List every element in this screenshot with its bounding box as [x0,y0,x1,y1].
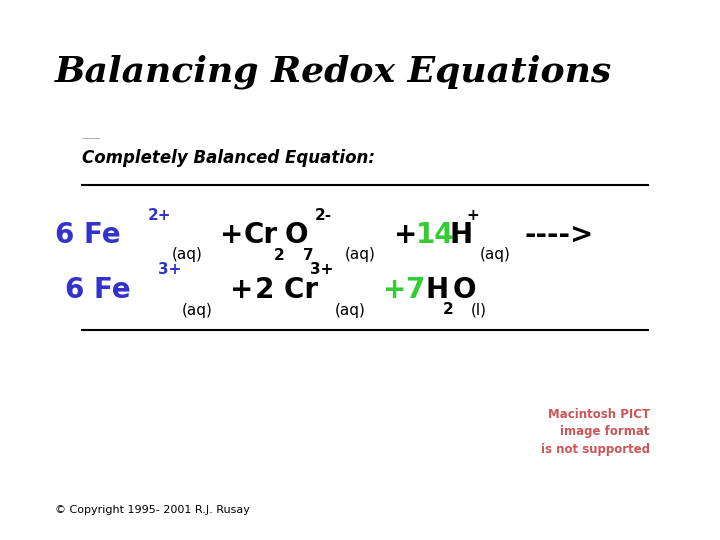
Text: Cr: Cr [244,221,278,249]
Text: O: O [453,276,477,304]
Text: ——: —— [82,133,102,143]
Text: +: + [466,207,479,222]
Text: (aq): (aq) [335,302,366,318]
Text: 7: 7 [405,276,424,304]
Text: 2+: 2+ [148,207,171,222]
Text: © Copyright 1995- 2001 R.J. Rusay: © Copyright 1995- 2001 R.J. Rusay [55,505,250,515]
Text: H: H [449,221,472,249]
Text: image format: image format [560,426,650,438]
Text: 7: 7 [303,247,314,262]
Text: 2-: 2- [315,207,332,222]
Text: 3+: 3+ [310,262,333,278]
Text: is not supported: is not supported [541,442,650,456]
Text: 6 Fe: 6 Fe [65,276,130,304]
Text: 2: 2 [274,247,284,262]
Text: 6 Fe: 6 Fe [55,221,121,249]
Text: (aq): (aq) [182,302,213,318]
Text: (aq): (aq) [345,247,376,262]
Text: +: + [394,221,418,249]
Text: H: H [425,276,448,304]
Text: (l): (l) [471,302,487,318]
Text: +: + [220,221,243,249]
Text: 3+: 3+ [158,262,181,278]
Text: (aq): (aq) [172,247,203,262]
Text: 14: 14 [416,221,454,249]
Text: +: + [383,276,406,304]
Text: 2: 2 [443,302,454,318]
Text: O: O [285,221,308,249]
Text: 2 Cr: 2 Cr [255,276,318,304]
Text: Completely Balanced Equation:: Completely Balanced Equation: [82,149,375,167]
Text: Macintosh PICT: Macintosh PICT [548,408,650,422]
Text: ---->: ----> [525,221,595,249]
Text: (aq): (aq) [480,247,511,262]
Text: Balancing Redox Equations: Balancing Redox Equations [55,55,612,89]
Text: +: + [230,276,253,304]
